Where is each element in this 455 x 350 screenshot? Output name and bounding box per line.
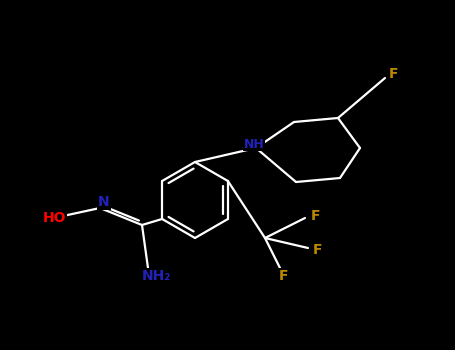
Text: NH: NH — [243, 138, 264, 150]
Text: HO: HO — [43, 211, 67, 225]
Text: F: F — [388, 67, 398, 81]
Text: F: F — [313, 243, 323, 257]
Text: NH₂: NH₂ — [142, 269, 171, 283]
Text: F: F — [310, 209, 320, 223]
Text: N: N — [98, 195, 110, 209]
Text: F: F — [279, 269, 289, 283]
